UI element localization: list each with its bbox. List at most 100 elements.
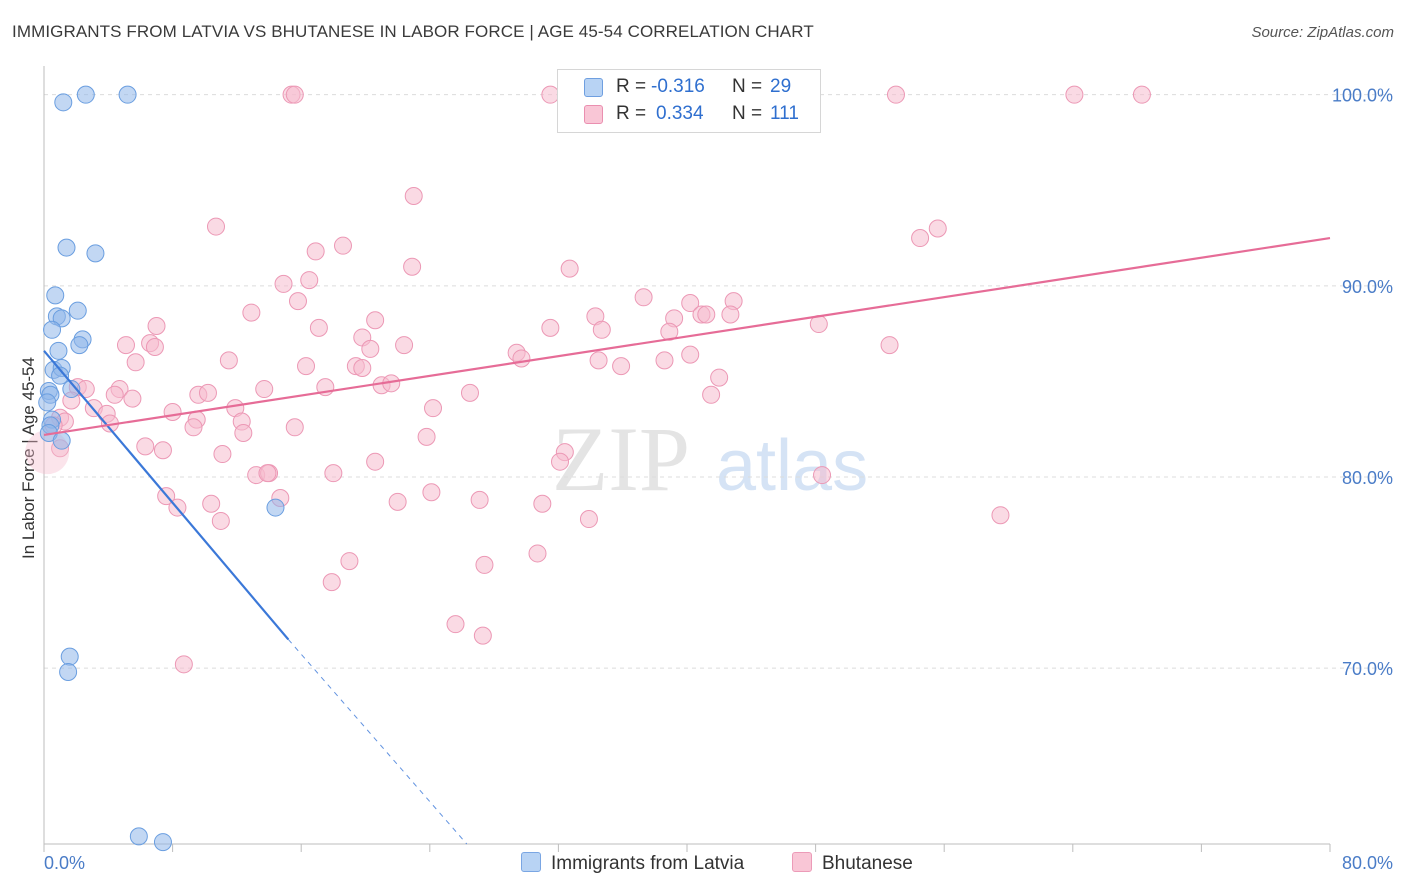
- data-point: [324, 464, 343, 483]
- data-point: [417, 427, 436, 446]
- data-point: [880, 336, 899, 355]
- data-point: [541, 318, 560, 337]
- correlation-legend: R = -0.316 N = 29 R = 0.334 N = 111: [557, 69, 821, 133]
- r-label: R =: [616, 103, 647, 124]
- data-point: [60, 647, 79, 666]
- data-point: [52, 309, 71, 328]
- data-point: [54, 93, 73, 112]
- series-legend-bhutanese: Bhutanese: [792, 852, 913, 875]
- data-point: [1132, 85, 1151, 104]
- data-point: [46, 286, 65, 305]
- data-point: [322, 573, 341, 592]
- watermark-atlas: atlas: [716, 426, 868, 506]
- data-point: [634, 288, 653, 307]
- data-point: [153, 833, 172, 852]
- data-point: [70, 336, 89, 355]
- axes: [43, 66, 1331, 852]
- data-point: [300, 271, 319, 290]
- data-point: [592, 320, 611, 339]
- data-point: [118, 85, 137, 104]
- data-point: [59, 662, 78, 681]
- data-point: [86, 244, 105, 263]
- bhutanese-swatch: [584, 105, 603, 124]
- data-point: [446, 615, 465, 634]
- y-tick-label: 90.0%: [1342, 277, 1393, 297]
- r-label: R =: [616, 76, 647, 97]
- bhutanese-legend-swatch: [792, 852, 812, 872]
- data-point: [174, 655, 193, 674]
- data-point: [533, 494, 552, 513]
- chart-title: IMMIGRANTS FROM LATVIA VS BHUTANESE IN L…: [12, 22, 814, 41]
- data-point: [274, 274, 293, 293]
- data-point: [655, 351, 674, 370]
- n-value: 111: [770, 103, 799, 124]
- data-point: [255, 380, 274, 399]
- data-point: [49, 341, 68, 360]
- latvia-legend-swatch: [521, 852, 541, 872]
- n-value: 29: [770, 76, 792, 97]
- data-point: [579, 510, 598, 529]
- data-point: [62, 380, 81, 399]
- trend-line: [43, 236, 1331, 437]
- r-value: -0.316: [651, 76, 705, 97]
- data-point: [551, 452, 570, 471]
- trend-line: [43, 350, 290, 641]
- data-point: [309, 318, 328, 337]
- data-point: [366, 311, 385, 330]
- data-point: [361, 339, 380, 358]
- n-label: N =: [732, 103, 763, 124]
- data-point: [681, 345, 700, 364]
- data-point: [721, 305, 740, 324]
- data-point: [213, 445, 232, 464]
- n-label: N =: [732, 76, 763, 97]
- y-tick-label: 100.0%: [1332, 86, 1393, 106]
- data-point: [512, 349, 531, 368]
- data-point: [163, 402, 182, 421]
- data-point: [297, 357, 316, 376]
- data-point: [242, 303, 261, 322]
- data-point: [52, 431, 71, 450]
- data-point: [991, 506, 1010, 525]
- data-point: [136, 437, 155, 456]
- data-point: [207, 217, 226, 236]
- data-point: [366, 452, 385, 471]
- bhutanese-legend-label: Bhutanese: [822, 853, 913, 874]
- data-point: [306, 242, 325, 261]
- data-point: [126, 353, 145, 372]
- x-tick-labels: 0.0% 80.0%: [44, 853, 1393, 873]
- data-point: [211, 511, 230, 530]
- data-point: [702, 385, 721, 404]
- data-point: [38, 393, 57, 412]
- data-point: [388, 492, 407, 511]
- data-point: [528, 544, 547, 563]
- data-point: [43, 320, 62, 339]
- series-latvia-points: [38, 85, 285, 852]
- data-point: [123, 389, 142, 408]
- data-point: [202, 494, 221, 513]
- data-point: [198, 383, 217, 402]
- data-point: [340, 552, 359, 571]
- data-point: [76, 85, 95, 104]
- y-axis-label: In Labor Force | Age 45-54: [19, 357, 38, 559]
- data-point: [51, 366, 70, 385]
- source-credit: Source: ZipAtlas.com: [1251, 24, 1394, 41]
- data-point: [258, 464, 277, 483]
- data-point: [285, 85, 304, 104]
- data-point: [395, 336, 414, 355]
- trend-lines: [43, 236, 1331, 845]
- x-tick-label: 0.0%: [44, 853, 85, 873]
- data-point: [911, 229, 930, 248]
- data-point: [473, 626, 492, 645]
- data-point: [470, 490, 489, 509]
- data-point: [813, 466, 832, 485]
- data-point: [266, 498, 285, 517]
- data-point: [1065, 85, 1084, 104]
- data-point: [147, 316, 166, 335]
- data-point: [57, 238, 76, 257]
- data-point: [234, 424, 253, 443]
- y-tick-labels: 70.0% 80.0% 90.0% 100.0%: [1332, 86, 1393, 679]
- data-point: [153, 441, 172, 460]
- series-legend-latvia: Immigrants from Latvia: [521, 852, 744, 875]
- data-point: [612, 357, 631, 376]
